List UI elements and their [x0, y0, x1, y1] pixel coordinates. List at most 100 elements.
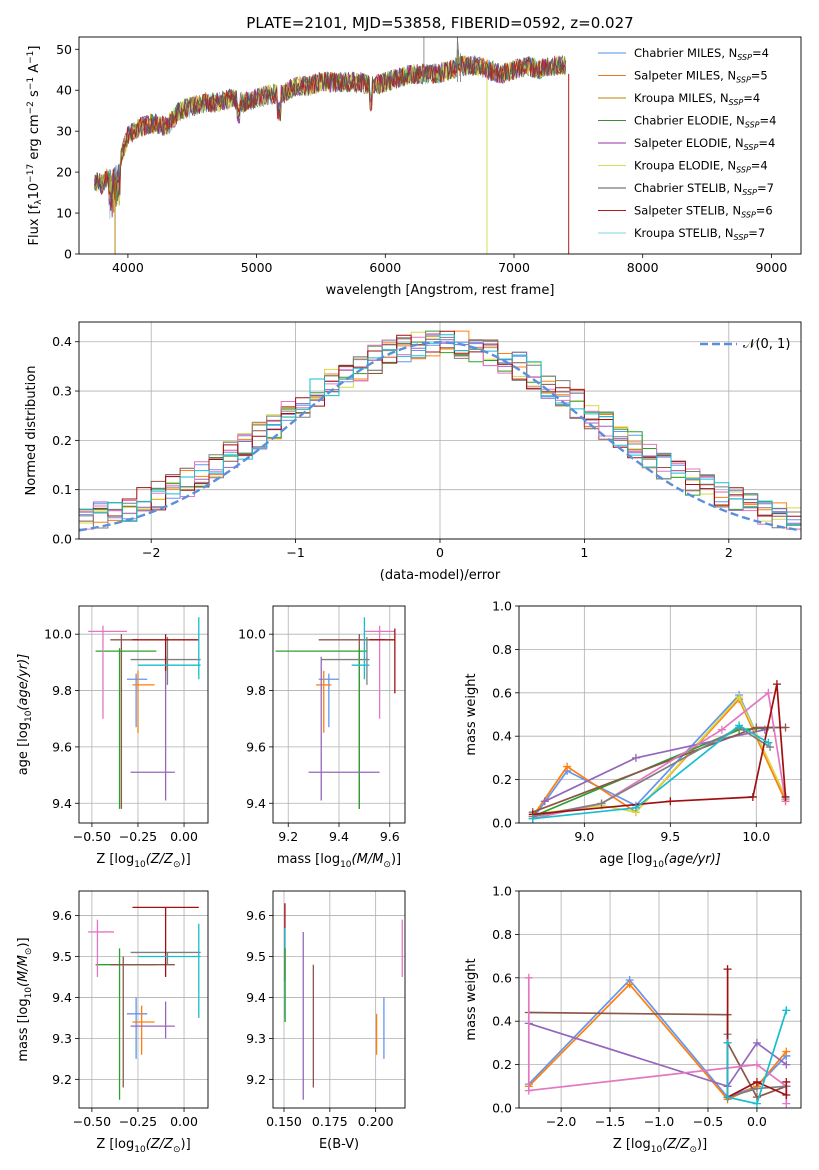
weight-marker: [735, 721, 744, 730]
age_vs_Z-axes: −0.50 −0.25 0.00 9.4 9.6 9.8 10.0: [44, 606, 208, 844]
age_vs_mass-errorbars: [275, 617, 396, 809]
weight-marker: [781, 792, 790, 801]
weight-marker: [735, 693, 744, 702]
x-tick-label: 0.150: [266, 1114, 302, 1129]
weight-series-8: [532, 683, 787, 816]
x-tick-label: 0.175: [312, 1114, 348, 1129]
y-tick-label: 0.8: [492, 927, 512, 942]
y-tick-label: 0.4: [492, 729, 512, 744]
legend-entry: Chabrier STELIB, NSSP=7: [634, 181, 774, 197]
figure-title: PLATE=2101, MJD=53858, FIBERID=0592, z=0…: [246, 14, 633, 32]
mass_vs_Z-frame: [78, 890, 209, 1109]
legend-entry: Salpeter STELIB, NSSP=6: [634, 204, 773, 220]
y-tick-label: 20: [56, 165, 72, 180]
weight-marker: [782, 1060, 791, 1069]
y-tick-label: 9.8: [52, 683, 72, 698]
weight-marker: [524, 973, 533, 982]
x-tick-label: 9.2: [278, 829, 298, 844]
x-tick-label: 0.00: [170, 1114, 198, 1129]
histogram-series-9: [79, 334, 801, 526]
weight-series-2: [528, 1011, 787, 1099]
y-tick-label: 10.0: [44, 627, 72, 642]
y-tick-label: 0.3: [52, 384, 72, 399]
x-tick-label: 4000: [112, 260, 144, 275]
weight-series-3: [528, 1022, 787, 1088]
legend-entry: Chabrier ELODIE, NSSP=4: [634, 114, 776, 130]
mass_vs_Z-axes: −0.50 −0.25 0.00 9.2 9.3 9.4 9.5 9.6: [52, 891, 208, 1129]
y-tick-label: 9.5: [52, 949, 72, 964]
residual_hist-ylabel: Normed distribution: [24, 366, 39, 496]
y-tick-label: 9.3: [246, 1031, 266, 1046]
weight-marker: [752, 723, 761, 732]
weight-marker: [752, 1077, 761, 1086]
weight-marker: [752, 1038, 761, 1047]
weight-marker: [666, 797, 675, 806]
y-tick-label: 9.8: [246, 683, 266, 698]
y-tick-label: 10.0: [238, 627, 266, 642]
weight_vs_Z-xlabel: Z [log10(Z/Z⊙)]: [613, 1137, 707, 1155]
weight-marker: [625, 980, 634, 989]
weight-marker: [782, 1006, 791, 1015]
residual-xlabel: (data-model)/error: [380, 568, 501, 583]
age_vs_mass-frame: [272, 605, 406, 824]
x-tick-label: 9.5: [660, 829, 680, 844]
weight-series-7: [726, 1010, 788, 1105]
weight-marker: [563, 762, 572, 771]
mass_vs_Z-xlabel: Z [log10(Z/Z⊙)]: [96, 1137, 190, 1155]
weight-marker: [528, 814, 537, 823]
weight_vs_Z-lines: [524, 965, 791, 1108]
legend-entry: Salpeter MILES, NSSP=5: [634, 69, 768, 85]
y-tick-label: 9.4: [52, 796, 72, 811]
weight-marker: [772, 680, 781, 689]
age_vs_mass-axes: 9.2 9.4 9.6 9.4 9.6 9.8 10.0: [238, 606, 405, 844]
spectrum-frame: [78, 36, 802, 255]
legend-entry: Chabrier MILES, NSSP=4: [634, 46, 769, 62]
y-tick-label: 9.4: [52, 990, 72, 1005]
y-tick-label: 50: [56, 42, 72, 57]
x-tick-label: 9.4: [329, 829, 349, 844]
spectrum-ylabel: Flux [fλ10−17 erg cm−2 s−1 A−1]: [26, 46, 44, 246]
x-tick-label: 0: [436, 545, 444, 560]
y-tick-label: 9.6: [52, 908, 72, 923]
x-tick-label: −2.0: [546, 1114, 576, 1129]
weight_vs_age-frame: [518, 605, 802, 824]
x-tick-label: 0.00: [170, 829, 198, 844]
y-tick-label: 0.1: [52, 482, 72, 497]
weight_vs_Z-frame: [518, 890, 802, 1109]
legend-entry: Kroupa ELODIE, NSSP=4: [634, 159, 768, 175]
x-tick-label: −0.25: [119, 1114, 157, 1129]
age_vs_Z-frame: [78, 605, 209, 824]
weight-marker: [540, 797, 549, 806]
x-tick-label: 7000: [498, 260, 530, 275]
x-tick-label: −1.5: [595, 1114, 625, 1129]
y-tick-label: 0.8: [492, 642, 512, 657]
weight-marker: [782, 1047, 791, 1056]
mass_vs_ebv-errorbars: [284, 903, 403, 1100]
weight-marker: [723, 1038, 732, 1047]
y-tick-label: 9.5: [246, 949, 266, 964]
y-tick-label: 0.0: [52, 532, 72, 547]
spectrum-line-6: [94, 37, 566, 207]
weight-marker: [752, 1099, 761, 1108]
weight_vs_age-xlabel: age [log10(age/yr)]: [599, 852, 721, 870]
x-tick-label: 10.0: [742, 829, 770, 844]
histogram-steps: [79, 330, 801, 532]
y-tick-label: 9.6: [52, 739, 72, 754]
y-tick-label: 0.6: [492, 685, 512, 700]
y-tick-label: 9.4: [246, 990, 266, 1005]
legend-entry: Kroupa MILES, NSSP=4: [634, 91, 760, 107]
mass_vs_Z-ylabel: mass [log10(M/M⊙)]: [16, 937, 34, 1061]
x-tick-label: 1: [580, 545, 588, 560]
weight-marker: [723, 965, 732, 974]
weight-marker: [717, 725, 726, 734]
x-tick-label: −1: [286, 545, 304, 560]
x-tick-label: −0.5: [693, 1114, 723, 1129]
weight_vs_age-ylabel: mass weight: [464, 673, 479, 755]
weight-marker: [597, 799, 606, 808]
weight_vs_age-lines: [528, 680, 790, 823]
spectrum-axes: 4000 5000 6000 7000 8000 9000 0 10 20 30 40 50: [56, 42, 787, 275]
age_vs_Z-ylabel: age [log10(age/yr)]: [16, 654, 34, 776]
y-tick-label: 0.2: [492, 772, 512, 787]
x-tick-label: −0.50: [73, 829, 111, 844]
legend-entry: Kroupa STELIB, NSSP=7: [634, 226, 765, 242]
